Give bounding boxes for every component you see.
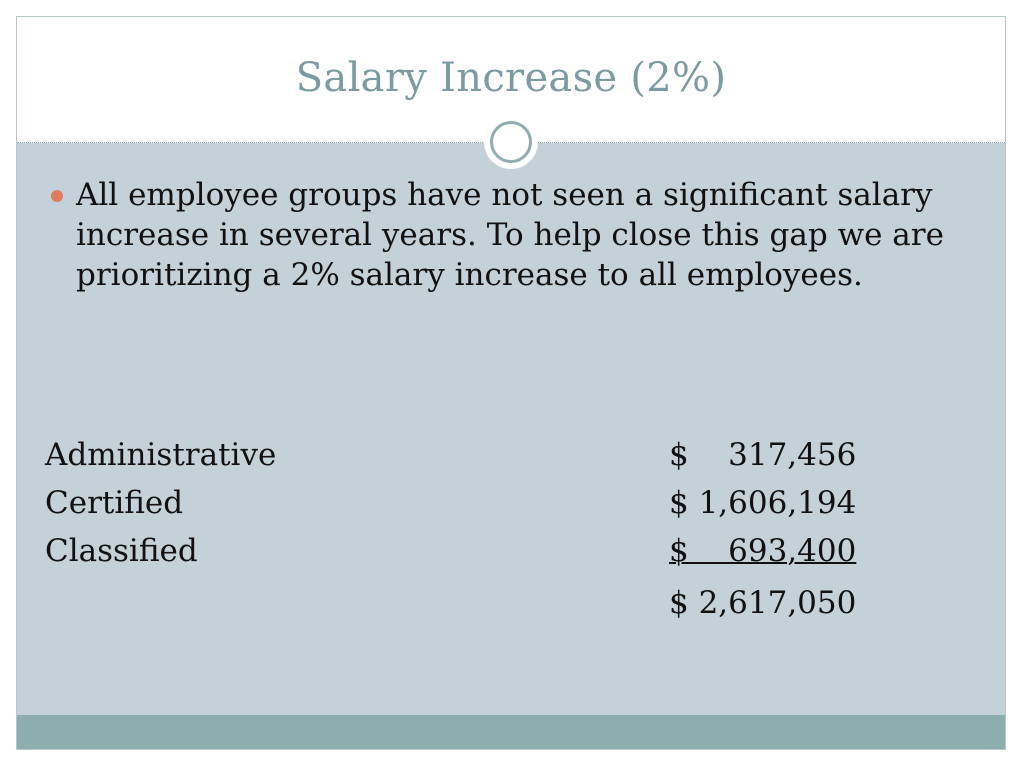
salary-total-row: $ 2,617,050 — [45, 585, 945, 633]
row-value: $ 317,456 — [669, 437, 857, 473]
bullet-text: All employee groups have not seen a sign… — [76, 177, 944, 293]
total-value: $ 2,617,050 — [669, 585, 857, 621]
salary-row-classified: Classified $ 693,400 — [45, 533, 945, 581]
row-value: $ 1,606,194 — [669, 485, 857, 521]
footer-bar — [17, 715, 1005, 749]
salary-row-administrative: Administrative $ 317,456 — [45, 437, 945, 485]
salary-row-certified: Certified $ 1,606,194 — [45, 485, 945, 533]
row-label: Classified — [45, 533, 198, 569]
salary-table: Administrative $ 317,456 Certified $ 1,6… — [45, 437, 945, 633]
slide: Salary Increase (2%) All employee groups… — [16, 16, 1006, 750]
row-label: Certified — [45, 485, 184, 521]
row-value: $ 693,400 — [669, 533, 857, 569]
row-label: Administrative — [45, 437, 277, 473]
bullet-dot-icon — [51, 190, 63, 202]
divider-circle-ornament — [484, 115, 538, 169]
slide-title: Salary Increase (2%) — [295, 55, 727, 101]
bullet-list-item: All employee groups have not seen a sign… — [51, 175, 981, 295]
